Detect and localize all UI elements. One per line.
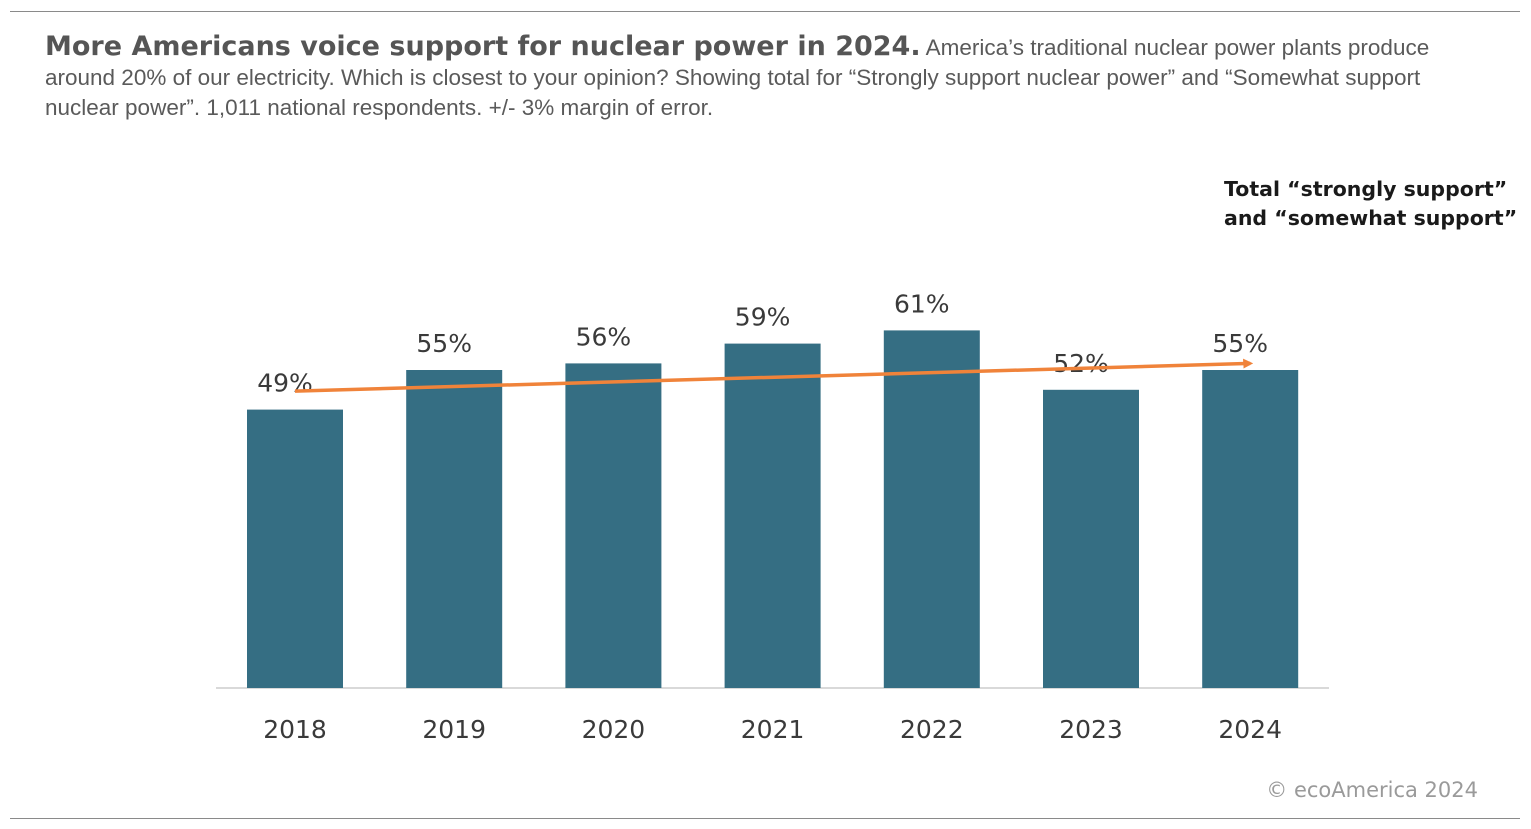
chart-title: More Americans voice support for nuclear… (45, 31, 921, 62)
top-rule (10, 11, 1520, 12)
trend-arrow (294, 358, 1254, 393)
trend-annotation-line2: and “somewhat support” (1224, 206, 1517, 230)
bar-2020 (565, 363, 662, 688)
tick-label-2018: 2018 (263, 715, 327, 744)
value-label-2019: 55% (416, 329, 472, 358)
value-label-2022: 61% (894, 289, 950, 318)
chart-header: More Americans voice support for nuclear… (45, 32, 1495, 123)
bar-2021 (724, 343, 821, 688)
bar-2018 (247, 409, 343, 688)
value-label-2023: 52% (1053, 349, 1109, 378)
value-label-group: 49% 55% 56% 59% 61% 52% 55% (257, 289, 1268, 397)
value-label-2021: 59% (735, 303, 791, 332)
copyright-footer: © ecoAmerica 2024 (1266, 778, 1478, 802)
bar-group (247, 330, 1299, 688)
tick-label-2022: 2022 (900, 715, 964, 744)
tick-label-2024: 2024 (1218, 715, 1282, 744)
value-label-2024: 55% (1212, 329, 1268, 358)
tick-label-2023: 2023 (1059, 715, 1123, 744)
tick-label-2019: 2019 (422, 715, 486, 744)
bar-2024 (1202, 370, 1299, 688)
tick-label-2020: 2020 (582, 715, 646, 744)
value-label-2018: 49% (257, 369, 313, 398)
value-label-2020: 56% (576, 322, 632, 351)
bar-2019 (406, 370, 503, 688)
tick-label-group: 2018 2019 2020 2021 2022 2023 2024 (263, 715, 1282, 744)
tick-label-2021: 2021 (741, 715, 805, 744)
bar-2023 (1043, 389, 1139, 688)
bar-2022 (883, 330, 980, 688)
chart-subtitle: America’s traditional nuclear power plan… (45, 35, 1430, 120)
trend-annotation-line1: Total “strongly support” (1224, 177, 1507, 201)
bottom-rule (10, 818, 1520, 819)
